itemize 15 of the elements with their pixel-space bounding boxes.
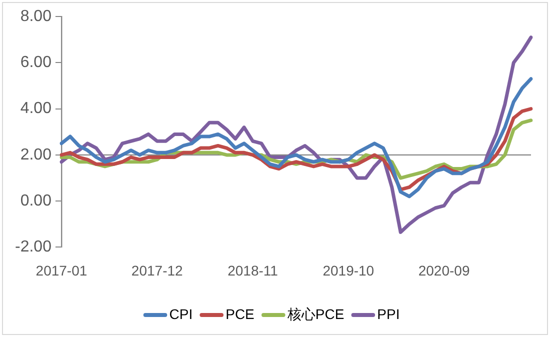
y-tick-label: 2.00 [20,146,52,164]
y-tick-label: 8.00 [20,8,52,26]
y-tick-label: 6.00 [20,54,52,72]
legend-label: PCE [226,306,254,322]
x-tick-label: 2019-10 [322,262,374,278]
x-tick-label: 2020-09 [418,262,470,278]
y-tick-label: 0.00 [20,192,52,210]
legend-label: CPI [169,306,193,322]
y-tick-label: -2.00 [15,238,52,256]
y-tick-label: 4.00 [20,100,52,118]
x-tick-label: 2018-11 [228,262,278,278]
legend-label: PPI [377,306,400,322]
x-tick-label: 2017-12 [131,262,184,278]
x-tick-label: 2017-01 [36,262,88,278]
legend-label: 核心PCE [286,306,344,322]
